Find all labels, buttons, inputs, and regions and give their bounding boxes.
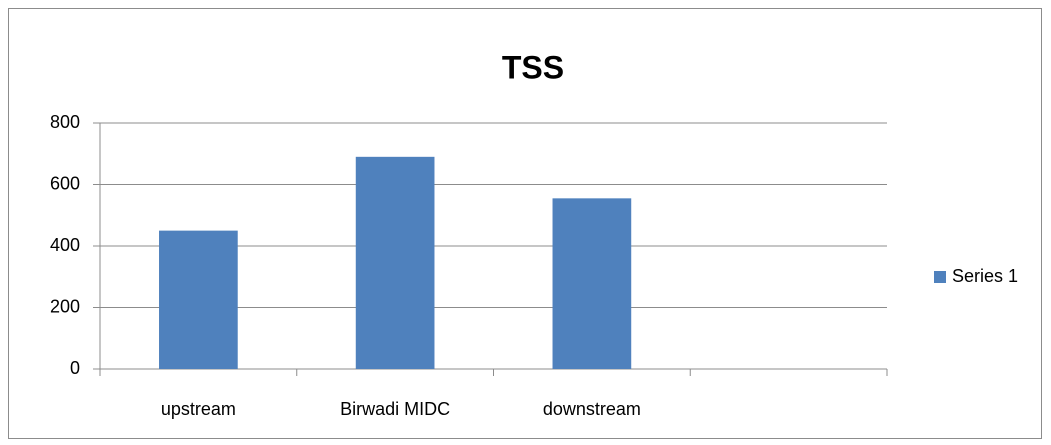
x-tick-label: downstream <box>543 399 641 419</box>
bar <box>355 156 435 369</box>
bar <box>159 230 238 369</box>
x-tick-label: Birwadi MIDC <box>340 399 450 419</box>
legend-label: Series 1 <box>952 266 1018 286</box>
y-tick-label: 200 <box>50 296 80 316</box>
legend-swatch <box>934 271 946 283</box>
x-tick-label: upstream <box>161 399 236 419</box>
y-tick-label: 600 <box>50 173 80 193</box>
y-tick-label: 0 <box>70 358 80 378</box>
y-tick-label: 800 <box>50 112 80 132</box>
bar <box>552 198 632 369</box>
y-tick-label: 400 <box>50 235 80 255</box>
chart-title: TSS <box>502 49 564 85</box>
